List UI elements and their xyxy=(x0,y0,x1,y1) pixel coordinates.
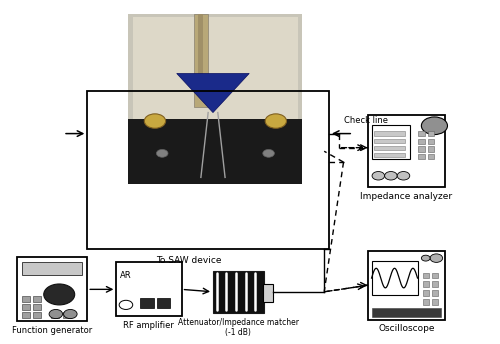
Text: Check line: Check line xyxy=(344,116,388,125)
Bar xyxy=(424,290,429,296)
Bar xyxy=(424,299,429,305)
Text: Oscilloscope: Oscilloscope xyxy=(378,324,434,333)
Bar xyxy=(194,14,208,107)
Bar xyxy=(424,281,429,287)
Bar xyxy=(418,154,425,159)
Bar xyxy=(88,91,329,249)
Bar xyxy=(32,312,41,318)
Bar xyxy=(428,131,434,136)
Bar xyxy=(22,304,30,310)
Bar xyxy=(133,17,298,125)
Circle shape xyxy=(430,254,442,262)
Bar xyxy=(428,146,434,152)
Bar xyxy=(140,298,153,308)
Circle shape xyxy=(397,172,410,180)
Bar xyxy=(213,271,264,313)
Circle shape xyxy=(265,114,286,128)
Bar xyxy=(374,146,406,150)
Bar xyxy=(372,125,410,159)
Bar xyxy=(22,296,30,302)
Bar xyxy=(198,14,203,82)
Bar xyxy=(374,131,406,136)
Text: Impedance analyzer: Impedance analyzer xyxy=(360,192,452,201)
Bar xyxy=(368,251,445,320)
Bar xyxy=(428,154,434,159)
Bar xyxy=(263,284,274,302)
Bar xyxy=(432,272,438,278)
Bar xyxy=(374,153,406,157)
Text: RF amplifier: RF amplifier xyxy=(124,321,174,330)
Bar xyxy=(17,258,88,321)
Bar xyxy=(116,262,182,316)
Circle shape xyxy=(49,310,62,319)
Bar xyxy=(128,14,302,184)
Bar xyxy=(418,131,425,136)
Bar xyxy=(372,261,418,295)
Bar xyxy=(372,308,441,317)
Bar xyxy=(418,146,425,152)
Bar xyxy=(432,299,438,305)
Circle shape xyxy=(263,149,274,157)
Circle shape xyxy=(119,300,132,310)
Polygon shape xyxy=(176,74,249,112)
Bar xyxy=(428,139,434,144)
Circle shape xyxy=(144,114,166,128)
Bar xyxy=(22,312,30,318)
Text: Function generator: Function generator xyxy=(12,326,92,335)
Bar xyxy=(32,296,41,302)
Bar xyxy=(128,119,302,184)
Circle shape xyxy=(384,172,397,180)
Circle shape xyxy=(422,117,448,135)
Text: To SAW device: To SAW device xyxy=(156,256,222,265)
Bar xyxy=(51,312,59,318)
Bar xyxy=(432,290,438,296)
Bar xyxy=(432,281,438,287)
Circle shape xyxy=(156,149,168,157)
Bar xyxy=(424,272,429,278)
Bar xyxy=(32,304,41,310)
Bar xyxy=(22,262,82,276)
Circle shape xyxy=(64,310,77,319)
Text: Attenuator/Impedance matcher
(-1 dB): Attenuator/Impedance matcher (-1 dB) xyxy=(178,318,299,337)
Bar xyxy=(418,139,425,144)
Circle shape xyxy=(44,284,74,305)
Bar xyxy=(63,312,72,318)
Bar xyxy=(368,115,445,187)
Bar xyxy=(374,139,406,143)
Circle shape xyxy=(372,172,384,180)
Bar xyxy=(158,298,170,308)
Text: AR: AR xyxy=(120,271,132,280)
Circle shape xyxy=(422,255,430,261)
